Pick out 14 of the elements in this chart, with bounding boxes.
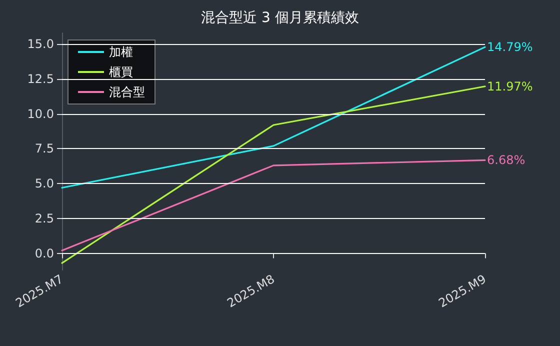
legend-label: 櫃買 — [109, 65, 133, 79]
y-tick-label: 10.0 — [27, 106, 54, 121]
chart-title: 混合型近 3 個月累積績效 — [201, 10, 359, 26]
y-tick-label: 7.5 — [34, 142, 54, 156]
y-tick-label: 2.5 — [34, 211, 54, 226]
y-tick-label: 5.0 — [34, 176, 54, 191]
y-tick-label: 15.0 — [27, 37, 54, 52]
legend-label: 加權 — [109, 45, 133, 59]
data-label: 6.68% — [487, 153, 526, 168]
y-tick-label: 12.5 — [27, 72, 54, 86]
data-label: 14.79% — [487, 40, 533, 54]
y-tick-label: 0.0 — [34, 246, 54, 260]
legend-label: 混合型 — [109, 85, 145, 99]
data-label: 11.97% — [487, 79, 533, 94]
